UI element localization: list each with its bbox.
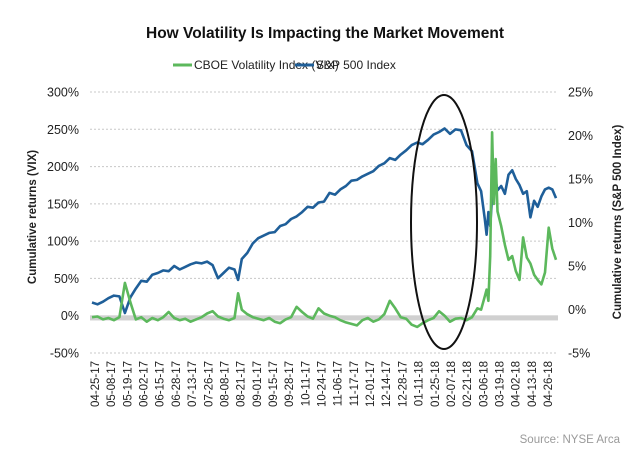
y-right-tick-label: 25%: [568, 86, 593, 100]
y-left-tick-label: 100%: [47, 235, 79, 249]
x-tick-label: 07-13-17: [187, 361, 199, 407]
source-note: Source: NYSE Arca: [520, 434, 621, 446]
x-tick-label: 05-08-17: [106, 361, 118, 407]
y-left-tick-label: 250%: [47, 123, 79, 137]
x-tick-label: 03-19-18: [494, 361, 506, 407]
y-axis-right-title: Cumulative returns (S&P 500 Index): [612, 124, 624, 319]
y-right-tick-label: 5%: [568, 260, 586, 274]
gridlines: [90, 91, 558, 354]
x-tick-label: 12-01-17: [365, 361, 377, 407]
y-right-tick-label: 20%: [568, 129, 593, 143]
legend-label-sp500: S&P 500 Index: [316, 58, 396, 72]
y-left-tick-label: 300%: [47, 86, 79, 100]
x-tick-label: 06-28-17: [171, 361, 183, 407]
x-tick-label: 04-02-18: [511, 361, 523, 407]
x-tick-label: 08-21-17: [236, 361, 248, 407]
y-axis-right: 25% 20% 15% 10% 5% 0% -5%: [568, 86, 593, 361]
x-axis: 04-25-17 05-08-17 05-19-17 06-02-17 06-15-17…: [90, 361, 555, 407]
y-left-tick-label: -50%: [50, 347, 79, 361]
y-right-tick-label: 15%: [568, 173, 593, 187]
x-tick-label: 04-25-17: [90, 361, 102, 407]
series-line-vix: [91, 131, 558, 329]
y-right-tick-label: -5%: [568, 347, 590, 361]
x-tick-label: 12-28-17: [397, 361, 409, 407]
x-tick-label: 06-15-17: [155, 361, 167, 407]
x-tick-label: 11-17-17: [349, 361, 361, 406]
y-axis-left-title: Cumulative returns (VIX): [27, 150, 39, 284]
y-right-tick-label: 0%: [568, 303, 586, 317]
series-line-sp500: [91, 127, 558, 315]
y-axis-left: 300% 250% 200% 150% 100% 50% 0% -50%: [47, 86, 79, 361]
y-left-tick-label: 150%: [47, 197, 79, 211]
x-tick-label: 11-06-17: [333, 361, 345, 406]
x-tick-label: 07-26-17: [203, 361, 215, 407]
y-left-tick-label: 200%: [47, 160, 79, 174]
x-tick-label: 03-06-18: [478, 361, 490, 407]
y-left-tick-label: 0%: [61, 309, 79, 323]
x-tick-label: 05-19-17: [122, 361, 134, 407]
x-tick-label: 01-25-18: [430, 361, 442, 407]
x-tick-label: 09-01-17: [252, 361, 264, 407]
legend-label-vix: CBOE Volatility Index (VIX): [194, 58, 339, 72]
x-tick-label: 02-21-18: [462, 361, 474, 407]
series-lines: [91, 127, 558, 329]
x-tick-label: 04-26-18: [543, 361, 555, 407]
x-tick-label: 02-07-18: [446, 361, 458, 407]
x-tick-label: 10-11-17: [300, 361, 312, 406]
zero-axis-line: [90, 315, 558, 321]
x-tick-label: 08-08-17: [219, 361, 231, 407]
x-tick-label: 09-28-17: [284, 361, 296, 407]
x-tick-label: 12-14-17: [381, 361, 393, 407]
legend: CBOE Volatility Index (VIX) S&P 500 Inde…: [173, 58, 396, 72]
chart-title: How Volatility Is Impacting the Market M…: [146, 25, 504, 42]
x-tick-label: 04-13-18: [527, 361, 539, 407]
x-tick-label: 09-15-17: [268, 361, 280, 407]
x-tick-label: 10-24-17: [317, 361, 329, 407]
y-left-tick-label: 50%: [54, 272, 79, 286]
highlight-ellipse: [410, 94, 478, 350]
y-right-tick-label: 10%: [568, 216, 593, 230]
x-tick-label: 06-02-17: [139, 361, 151, 407]
x-tick-label: 01-11-18: [414, 361, 426, 406]
